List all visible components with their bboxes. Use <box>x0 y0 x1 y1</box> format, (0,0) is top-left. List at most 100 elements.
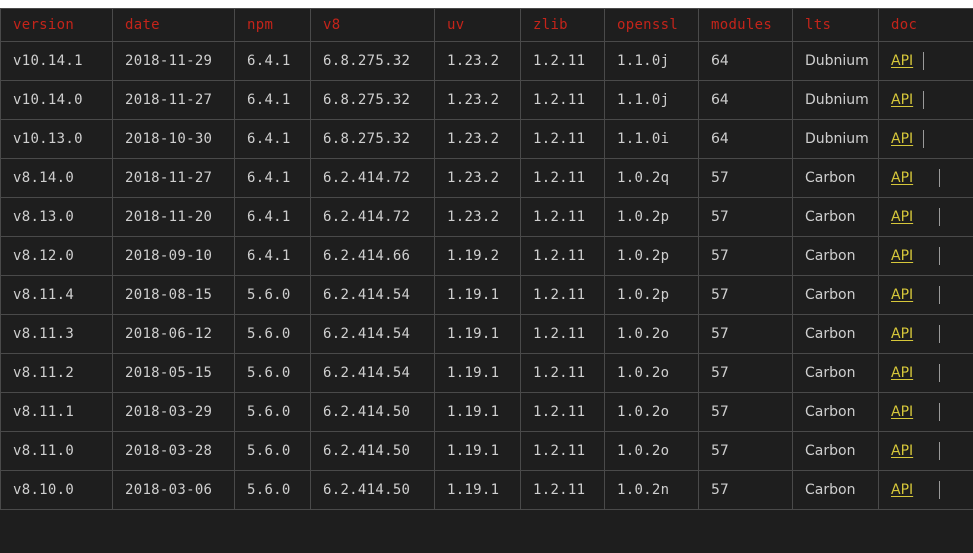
cell-version: v8.11.1 <box>0 392 113 432</box>
cell-v8: 6.8.275.32 <box>310 80 435 120</box>
api-doc-link[interactable]: API <box>891 53 914 69</box>
column-header-npm: npm <box>234 8 311 42</box>
table-row: v8.12.0 2018-09-10 6.4.1 6.2.414.66 1.19.2 1.… <box>0 236 973 276</box>
cell-openssl: 1.1.0j <box>604 41 699 81</box>
cell-uv: 1.19.2 <box>434 236 521 276</box>
table-row: v8.13.0 2018-11-20 6.4.1 6.2.414.72 1.23.2 1.… <box>0 197 973 237</box>
cell-v8: 6.2.414.54 <box>310 353 435 393</box>
api-doc-link[interactable]: API <box>891 482 914 498</box>
api-doc-link[interactable]: API <box>891 404 914 420</box>
cell-npm: 6.4.1 <box>234 197 311 237</box>
cell-uv: 1.19.1 <box>434 314 521 354</box>
cell-lts: Carbon <box>792 470 879 510</box>
cell-npm: 6.4.1 <box>234 41 311 81</box>
api-doc-link[interactable]: API <box>891 131 914 147</box>
api-doc-link[interactable]: API <box>891 287 914 303</box>
cell-date: 2018-11-27 <box>112 158 235 198</box>
cell-doc: API <box>878 431 973 471</box>
column-header-modules: modules <box>698 8 793 42</box>
cell-zlib: 1.2.11 <box>520 314 605 354</box>
cell-modules: 57 <box>698 197 793 237</box>
api-doc-link[interactable]: API <box>891 170 914 186</box>
cell-doc: API <box>878 197 973 237</box>
cell-openssl: 1.0.2o <box>604 431 699 471</box>
api-doc-link[interactable]: API <box>891 209 914 225</box>
column-header-lts: lts <box>792 8 879 42</box>
cell-uv: 1.19.1 <box>434 353 521 393</box>
cell-date: 2018-03-06 <box>112 470 235 510</box>
cell-modules: 57 <box>698 353 793 393</box>
cell-doc: API <box>878 392 973 432</box>
cell-v8: 6.2.414.54 <box>310 314 435 354</box>
column-header-uv: uv <box>434 8 521 42</box>
cell-openssl: 1.0.2o <box>604 353 699 393</box>
cell-npm: 5.6.0 <box>234 353 311 393</box>
table-row: v10.14.0 2018-11-27 6.4.1 6.8.275.32 1.23.2 1… <box>0 80 973 120</box>
cell-zlib: 1.2.11 <box>520 119 605 159</box>
cell-uv: 1.19.1 <box>434 470 521 510</box>
cell-v8: 6.2.414.72 <box>310 197 435 237</box>
cell-modules: 57 <box>698 314 793 354</box>
cell-date: 2018-03-29 <box>112 392 235 432</box>
cell-uv: 1.23.2 <box>434 41 521 81</box>
cell-uv: 1.23.2 <box>434 158 521 198</box>
cell-zlib: 1.2.11 <box>520 80 605 120</box>
cell-lts: Carbon <box>792 197 879 237</box>
cell-v8: 6.2.414.50 <box>310 470 435 510</box>
cell-npm: 6.4.1 <box>234 158 311 198</box>
cell-date: 2018-03-28 <box>112 431 235 471</box>
cell-modules: 64 <box>698 80 793 120</box>
cell-openssl: 1.0.2q <box>604 158 699 198</box>
table-row: v8.11.2 2018-05-15 5.6.0 6.2.414.54 1.19.1 1.… <box>0 353 973 393</box>
cell-zlib: 1.2.11 <box>520 470 605 510</box>
cell-doc: API <box>878 353 973 393</box>
cell-lts: Dubnium <box>792 80 879 120</box>
column-divider-mark <box>939 286 941 304</box>
api-doc-link[interactable]: API <box>891 92 914 108</box>
column-divider-mark <box>939 325 941 343</box>
cell-lts: Carbon <box>792 392 879 432</box>
cell-lts: Carbon <box>792 314 879 354</box>
cell-uv: 1.19.1 <box>434 275 521 315</box>
cell-npm: 5.6.0 <box>234 314 311 354</box>
cell-zlib: 1.2.11 <box>520 431 605 471</box>
cell-version: v8.11.0 <box>0 431 113 471</box>
cell-uv: 1.23.2 <box>434 119 521 159</box>
column-header-doc: doc <box>878 8 973 42</box>
cell-npm: 6.4.1 <box>234 80 311 120</box>
cell-version: v8.11.4 <box>0 275 113 315</box>
column-divider-mark <box>939 403 941 421</box>
cell-v8: 6.2.414.72 <box>310 158 435 198</box>
cell-zlib: 1.2.11 <box>520 236 605 276</box>
api-doc-link[interactable]: API <box>891 248 914 264</box>
column-divider-mark <box>939 481 941 499</box>
cell-openssl: 1.0.2o <box>604 392 699 432</box>
cell-uv: 1.23.2 <box>434 197 521 237</box>
table-row: v10.14.1 2018-11-29 6.4.1 6.8.275.32 1.23.2 1… <box>0 41 973 81</box>
cell-npm: 6.4.1 <box>234 119 311 159</box>
cell-lts: Carbon <box>792 236 879 276</box>
cell-doc: API <box>878 275 973 315</box>
table-row: v8.14.0 2018-11-27 6.4.1 6.2.414.72 1.23.2 1.… <box>0 158 973 198</box>
cell-openssl: 1.0.2p <box>604 275 699 315</box>
cell-openssl: 1.0.2p <box>604 236 699 276</box>
api-doc-link[interactable]: API <box>891 365 914 381</box>
cell-doc: API <box>878 41 973 81</box>
table-row: v8.11.1 2018-03-29 5.6.0 6.2.414.50 1.19.1 1.… <box>0 392 973 432</box>
api-doc-link[interactable]: API <box>891 443 914 459</box>
cell-modules: 57 <box>698 158 793 198</box>
cell-date: 2018-11-29 <box>112 41 235 81</box>
cell-date: 2018-11-27 <box>112 80 235 120</box>
cell-uv: 1.19.1 <box>434 431 521 471</box>
terminal-window: version date npm v8 uv zlib openssl modu… <box>0 8 973 553</box>
cell-uv: 1.23.2 <box>434 80 521 120</box>
cell-openssl: 1.0.2o <box>604 314 699 354</box>
api-doc-link[interactable]: API <box>891 326 914 342</box>
table-row: v8.11.0 2018-03-28 5.6.0 6.2.414.50 1.19.1 1.… <box>0 431 973 471</box>
cell-zlib: 1.2.11 <box>520 353 605 393</box>
cell-npm: 5.6.0 <box>234 275 311 315</box>
cell-doc: API <box>878 314 973 354</box>
cell-zlib: 1.2.11 <box>520 392 605 432</box>
column-divider-mark <box>939 247 941 265</box>
cell-modules: 57 <box>698 236 793 276</box>
